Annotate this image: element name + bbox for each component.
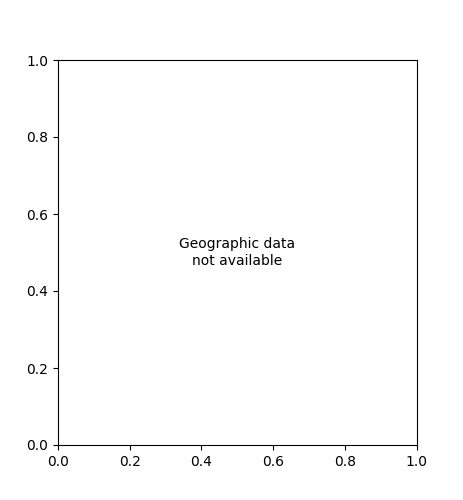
Text: Geographic data
not available: Geographic data not available	[179, 238, 295, 268]
